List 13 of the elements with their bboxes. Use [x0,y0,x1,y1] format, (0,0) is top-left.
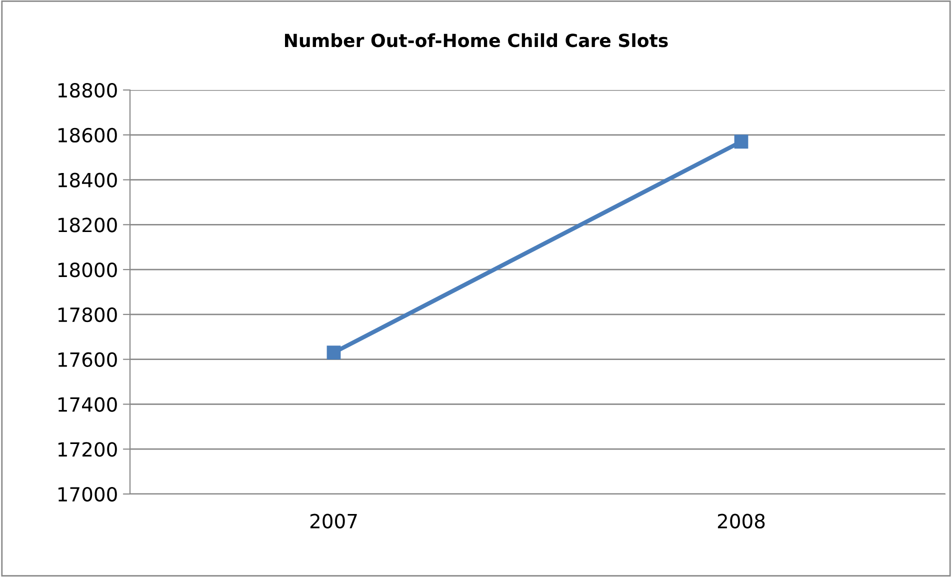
y-tick-label: 17800 [58,307,117,322]
y-tick-label: 18400 [58,172,117,188]
y-tick-label: 17000 [58,486,117,502]
chart-title: Number Out-of-Home Child Care Slots [285,33,668,48]
y-tick-label: 17600 [58,352,117,367]
y-tick-label: 17400 [58,397,117,412]
y-tick-label: 17200 [58,442,117,457]
y-tick-label: 18600 [58,128,117,143]
y-tick-label: 18000 [58,262,117,278]
y-tick-label: 18200 [58,218,117,232]
x-tick-label: 2007 [310,514,357,528]
y-tick-label: 18800 [58,82,117,98]
x-tick-label: 2008 [718,514,765,528]
